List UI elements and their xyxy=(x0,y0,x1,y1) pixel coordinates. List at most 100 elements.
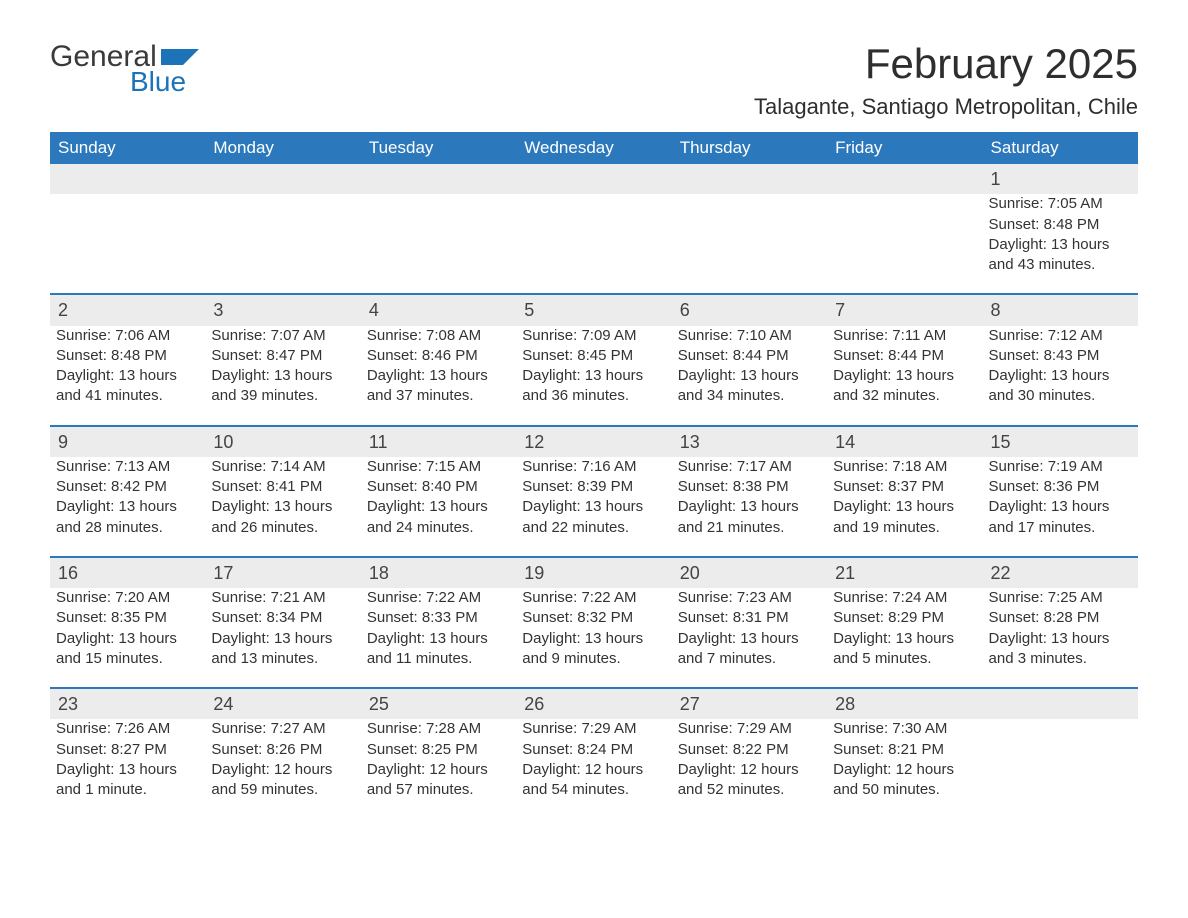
sunset-text: Sunset: 8:21 PM xyxy=(833,740,974,760)
daylight-text: Daylight: 13 hours and 28 minutes. xyxy=(56,497,197,538)
sunrise-text: Sunrise: 7:30 AM xyxy=(833,719,974,739)
location-subtitle: Talagante, Santiago Metropolitan, Chile xyxy=(754,94,1138,120)
day-cell: Sunrise: 7:12 AMSunset: 8:43 PMDaylight:… xyxy=(983,326,1138,426)
day-number: 3 xyxy=(205,295,360,325)
day-number: 1 xyxy=(983,164,1138,194)
sunrise-text: Sunrise: 7:06 AM xyxy=(56,326,197,346)
daylight-text: Daylight: 13 hours and 37 minutes. xyxy=(367,366,508,407)
sunset-text: Sunset: 8:28 PM xyxy=(989,608,1130,628)
sunset-text: Sunset: 8:25 PM xyxy=(367,740,508,760)
sunrise-text: Sunrise: 7:27 AM xyxy=(211,719,352,739)
sunrise-text: Sunrise: 7:09 AM xyxy=(522,326,663,346)
sunset-text: Sunset: 8:45 PM xyxy=(522,346,663,366)
day-detail-row: Sunrise: 7:05 AMSunset: 8:48 PMDaylight:… xyxy=(50,194,1138,294)
sunrise-text: Sunrise: 7:28 AM xyxy=(367,719,508,739)
day-number: 7 xyxy=(827,295,982,325)
day-number xyxy=(983,689,1138,719)
day-cell xyxy=(827,194,982,294)
sunset-text: Sunset: 8:42 PM xyxy=(56,477,197,497)
day-cell: Sunrise: 7:23 AMSunset: 8:31 PMDaylight:… xyxy=(672,588,827,688)
daylight-text: Daylight: 12 hours and 59 minutes. xyxy=(211,760,352,801)
sunset-text: Sunset: 8:46 PM xyxy=(367,346,508,366)
day-cell xyxy=(205,194,360,294)
daylight-text: Daylight: 13 hours and 1 minute. xyxy=(56,760,197,801)
sunset-text: Sunset: 8:37 PM xyxy=(833,477,974,497)
day-number: 11 xyxy=(361,427,516,457)
sunset-text: Sunset: 8:43 PM xyxy=(989,346,1130,366)
sunset-text: Sunset: 8:24 PM xyxy=(522,740,663,760)
day-number: 28 xyxy=(827,689,982,719)
day-cell: Sunrise: 7:09 AMSunset: 8:45 PMDaylight:… xyxy=(516,326,671,426)
sunrise-text: Sunrise: 7:20 AM xyxy=(56,588,197,608)
daylight-text: Daylight: 13 hours and 5 minutes. xyxy=(833,629,974,670)
daylight-text: Daylight: 13 hours and 36 minutes. xyxy=(522,366,663,407)
day-number: 8 xyxy=(983,295,1138,325)
day-number: 27 xyxy=(672,689,827,719)
day-cell: Sunrise: 7:19 AMSunset: 8:36 PMDaylight:… xyxy=(983,457,1138,557)
sunset-text: Sunset: 8:35 PM xyxy=(56,608,197,628)
daylight-text: Daylight: 13 hours and 41 minutes. xyxy=(56,366,197,407)
weekday-header: Saturday xyxy=(983,132,1138,164)
weekday-header: Friday xyxy=(827,132,982,164)
day-number: 13 xyxy=(672,427,827,457)
daylight-text: Daylight: 13 hours and 21 minutes. xyxy=(678,497,819,538)
day-cell: Sunrise: 7:08 AMSunset: 8:46 PMDaylight:… xyxy=(361,326,516,426)
sunrise-text: Sunrise: 7:23 AM xyxy=(678,588,819,608)
daylight-text: Daylight: 12 hours and 50 minutes. xyxy=(833,760,974,801)
day-cell: Sunrise: 7:07 AMSunset: 8:47 PMDaylight:… xyxy=(205,326,360,426)
daylight-text: Daylight: 12 hours and 54 minutes. xyxy=(522,760,663,801)
day-number: 4 xyxy=(361,295,516,325)
day-cell: Sunrise: 7:22 AMSunset: 8:32 PMDaylight:… xyxy=(516,588,671,688)
day-number-row: 16171819202122 xyxy=(50,558,1138,588)
day-number: 2 xyxy=(50,295,205,325)
day-number: 5 xyxy=(516,295,671,325)
daylight-text: Daylight: 13 hours and 43 minutes. xyxy=(989,235,1130,276)
daylight-text: Daylight: 13 hours and 17 minutes. xyxy=(989,497,1130,538)
day-number-row: 2345678 xyxy=(50,295,1138,325)
day-cell: Sunrise: 7:17 AMSunset: 8:38 PMDaylight:… xyxy=(672,457,827,557)
day-cell: Sunrise: 7:13 AMSunset: 8:42 PMDaylight:… xyxy=(50,457,205,557)
day-number xyxy=(361,164,516,194)
day-detail-row: Sunrise: 7:20 AMSunset: 8:35 PMDaylight:… xyxy=(50,588,1138,688)
day-cell: Sunrise: 7:20 AMSunset: 8:35 PMDaylight:… xyxy=(50,588,205,688)
daylight-text: Daylight: 13 hours and 22 minutes. xyxy=(522,497,663,538)
daylight-text: Daylight: 13 hours and 30 minutes. xyxy=(989,366,1130,407)
sunrise-text: Sunrise: 7:29 AM xyxy=(678,719,819,739)
day-cell xyxy=(672,194,827,294)
sunrise-text: Sunrise: 7:25 AM xyxy=(989,588,1130,608)
day-cell: Sunrise: 7:28 AMSunset: 8:25 PMDaylight:… xyxy=(361,719,516,818)
day-detail-row: Sunrise: 7:06 AMSunset: 8:48 PMDaylight:… xyxy=(50,326,1138,426)
daylight-text: Daylight: 13 hours and 15 minutes. xyxy=(56,629,197,670)
sunset-text: Sunset: 8:36 PM xyxy=(989,477,1130,497)
day-cell: Sunrise: 7:21 AMSunset: 8:34 PMDaylight:… xyxy=(205,588,360,688)
day-number: 20 xyxy=(672,558,827,588)
calendar-body: 1Sunrise: 7:05 AMSunset: 8:48 PMDaylight… xyxy=(50,164,1138,818)
sunset-text: Sunset: 8:40 PM xyxy=(367,477,508,497)
day-cell: Sunrise: 7:26 AMSunset: 8:27 PMDaylight:… xyxy=(50,719,205,818)
day-cell: Sunrise: 7:15 AMSunset: 8:40 PMDaylight:… xyxy=(361,457,516,557)
day-cell: Sunrise: 7:05 AMSunset: 8:48 PMDaylight:… xyxy=(983,194,1138,294)
day-number xyxy=(516,164,671,194)
day-cell: Sunrise: 7:22 AMSunset: 8:33 PMDaylight:… xyxy=(361,588,516,688)
sunrise-text: Sunrise: 7:14 AM xyxy=(211,457,352,477)
sunrise-text: Sunrise: 7:13 AM xyxy=(56,457,197,477)
day-number xyxy=(205,164,360,194)
day-number: 19 xyxy=(516,558,671,588)
day-number: 22 xyxy=(983,558,1138,588)
sunset-text: Sunset: 8:39 PM xyxy=(522,477,663,497)
daylight-text: Daylight: 13 hours and 34 minutes. xyxy=(678,366,819,407)
daylight-text: Daylight: 13 hours and 39 minutes. xyxy=(211,366,352,407)
sunset-text: Sunset: 8:41 PM xyxy=(211,477,352,497)
sunset-text: Sunset: 8:44 PM xyxy=(678,346,819,366)
day-cell xyxy=(983,719,1138,818)
sunrise-text: Sunrise: 7:10 AM xyxy=(678,326,819,346)
sunrise-text: Sunrise: 7:18 AM xyxy=(833,457,974,477)
sunrise-text: Sunrise: 7:08 AM xyxy=(367,326,508,346)
day-cell: Sunrise: 7:16 AMSunset: 8:39 PMDaylight:… xyxy=(516,457,671,557)
month-title: February 2025 xyxy=(754,40,1138,88)
daylight-text: Daylight: 13 hours and 24 minutes. xyxy=(367,497,508,538)
daylight-text: Daylight: 13 hours and 3 minutes. xyxy=(989,629,1130,670)
day-cell: Sunrise: 7:29 AMSunset: 8:22 PMDaylight:… xyxy=(672,719,827,818)
sunrise-text: Sunrise: 7:24 AM xyxy=(833,588,974,608)
daylight-text: Daylight: 13 hours and 9 minutes. xyxy=(522,629,663,670)
